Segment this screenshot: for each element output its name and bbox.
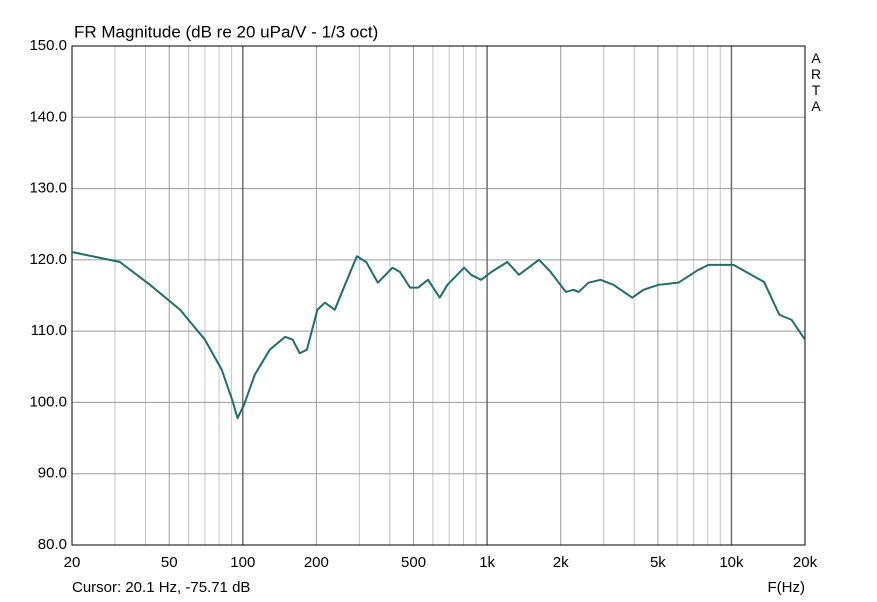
x-tick-label: 20k [793, 554, 818, 571]
y-tick-label: 130.0 [29, 180, 67, 197]
plot-frame [71, 45, 806, 546]
x-tick-label: 2k [553, 554, 569, 571]
x-tick-label: 500 [401, 554, 426, 571]
y-tick-label: 150.0 [29, 37, 67, 54]
x-tick-label: 200 [304, 554, 329, 571]
y-tick-label: 100.0 [29, 393, 67, 410]
watermark: ARTA [808, 50, 824, 114]
x-tick-label: 5k [650, 554, 666, 571]
y-tick-label: 90.0 [38, 465, 67, 482]
y-tick-label: 110.0 [31, 322, 67, 339]
response-curve [71, 251, 806, 420]
chart-title: FR Magnitude (dB re 20 uPa/V - 1/3 oct) [74, 22, 378, 41]
y-tick-label: 120.0 [29, 251, 67, 268]
x-tick-label: 20 [64, 554, 81, 571]
y-tick-label: 80.0 [38, 536, 67, 553]
x-tick-label: 50 [161, 554, 178, 571]
x-tick-label: 1k [479, 554, 495, 571]
x-axis-label: F(Hz) [768, 579, 806, 596]
x-tick-label: 10k [719, 554, 744, 571]
x-tick-label: 100 [230, 554, 255, 571]
cursor-readout: Cursor: 20.1 Hz, -75.71 dB [72, 579, 250, 596]
y-tick-label: 140.0 [29, 108, 67, 125]
